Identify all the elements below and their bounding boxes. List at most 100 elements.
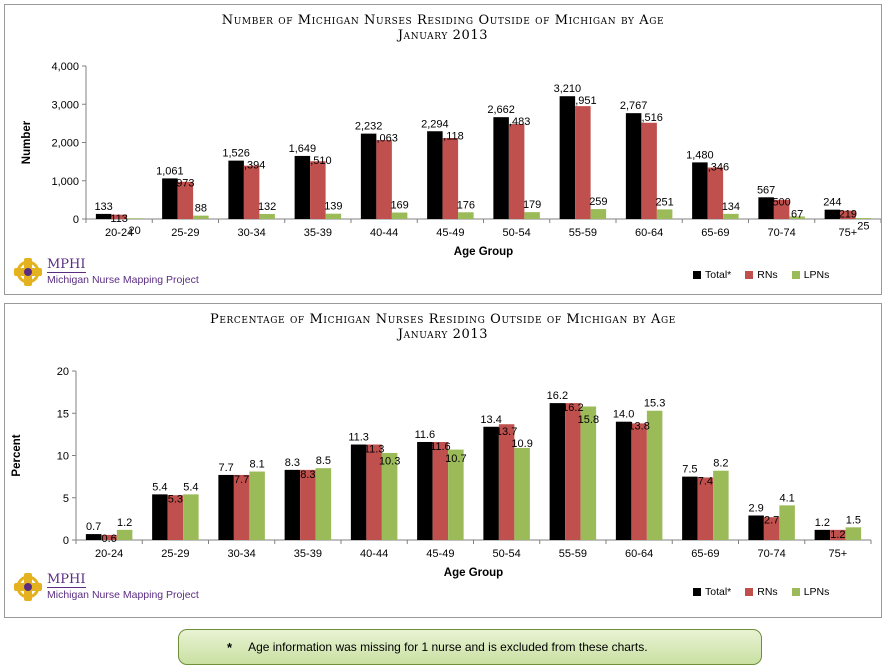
- y-tick-label: 2,000: [51, 138, 79, 150]
- x-axis-title: Age Group: [454, 246, 513, 258]
- bar-lpns-60-64: [656, 209, 673, 219]
- legend-item-lpns: LPNs: [791, 269, 829, 281]
- data-label-lpns: 8.5: [316, 455, 331, 467]
- bar-total-40-44: [350, 444, 367, 540]
- bar-lpns-60-64: [646, 410, 663, 540]
- x-tick-label: 50-54: [503, 227, 531, 239]
- data-label-rns: 1.2: [830, 529, 845, 541]
- mphi-emblem-icon: [14, 573, 42, 601]
- y-axis-title: Number: [21, 120, 33, 164]
- data-label-total: 7.5: [682, 464, 697, 476]
- x-tick-label: 75+: [829, 548, 848, 560]
- bar-total-25-29: [162, 178, 178, 219]
- logo-subtitle: Michigan Nurse Mapping Project: [47, 589, 199, 601]
- chart-subtitle: January 2013: [397, 28, 489, 43]
- data-label-total: 13.4: [480, 414, 501, 426]
- data-label-rns: 500: [772, 196, 790, 208]
- legend-item-rns: RNs: [745, 586, 778, 598]
- bar-rns-25-29: [167, 495, 184, 540]
- bar-rns-70-74: [773, 199, 790, 219]
- bar-total-20-24: [85, 534, 102, 540]
- bar-rns-50-54: [508, 124, 525, 219]
- data-label-rns: 2,063: [370, 133, 398, 145]
- x-tick-label: 70-74: [758, 548, 786, 560]
- bar-total-75+: [824, 209, 841, 219]
- data-label-rns: 219: [839, 209, 857, 221]
- bar-rns-30-34: [233, 474, 250, 540]
- footnote-text: Age information was missing for 1 nurse …: [248, 640, 648, 654]
- data-label-lpns: 259: [589, 196, 607, 208]
- bar-total-75+: [814, 529, 831, 540]
- bar-rns-55-59: [565, 403, 581, 540]
- bar-total-50-54: [483, 426, 499, 540]
- bar-total-70-74: [758, 197, 774, 219]
- y-tick-label: 3,000: [51, 99, 79, 111]
- x-tick-label: 25-29: [171, 227, 199, 239]
- bar-rns-20-24: [111, 214, 127, 219]
- data-label-rns: 113: [110, 213, 128, 225]
- footnote-box: * Age information was missing for 1 nurs…: [178, 629, 762, 665]
- bar-lpns-55-59: [590, 209, 607, 219]
- bar-lpns-20-24: [116, 529, 133, 540]
- data-label-rns: 8.3: [300, 469, 315, 481]
- mphi-logo: MPHI Michigan Nurse Mapping Project: [13, 257, 213, 291]
- data-label-lpns: 179: [523, 199, 541, 211]
- x-tick-label: 35-39: [304, 227, 332, 239]
- data-label-rns: 11.6: [430, 441, 451, 453]
- data-label-rns: 2,483: [503, 116, 531, 128]
- data-label-total: 2,767: [620, 100, 648, 112]
- bar-rns-40-44: [376, 140, 392, 219]
- bar-lpns-75+: [845, 527, 862, 540]
- bar-total-45-49: [427, 131, 443, 219]
- bar-lpns-25-29: [183, 494, 199, 540]
- data-label-total: 0.7: [86, 521, 101, 533]
- data-label-total: 1,061: [156, 165, 184, 177]
- data-label-total: 11.3: [348, 432, 369, 444]
- bar-chart-percent: 051015200.70.61.220-245.45.35.425-297.77…: [11, 366, 872, 579]
- data-label-lpns: 1.5: [846, 514, 861, 526]
- bar-rns-55-59: [575, 106, 591, 219]
- data-label-lpns: 15.8: [578, 414, 599, 426]
- chart-title: Percentage of Michigan Nurses Residing O…: [210, 312, 676, 327]
- y-axis-title: Percent: [11, 434, 23, 476]
- data-label-lpns: 169: [390, 200, 408, 212]
- data-label-lpns: 15.3: [644, 398, 665, 410]
- x-tick-label: 65-69: [701, 227, 729, 239]
- bar-rns-60-64: [631, 423, 647, 540]
- data-label-lpns: 139: [324, 201, 342, 213]
- bar-total-25-29: [152, 494, 168, 540]
- data-label-rns: 1,510: [304, 155, 332, 167]
- x-tick-label: 40-44: [370, 227, 398, 239]
- x-tick-label: 70-74: [768, 227, 796, 239]
- bar-rns-70-74: [763, 517, 780, 540]
- y-tick-label: 1,000: [51, 176, 79, 188]
- x-tick-label: 60-64: [635, 227, 663, 239]
- data-label-total: 3,210: [554, 83, 582, 95]
- bar-total-65-69: [682, 476, 698, 540]
- logo-word: MPHI: [47, 257, 86, 273]
- data-label-total: 8.3: [285, 457, 300, 469]
- mphi-logo: MPHI Michigan Nurse Mapping Project: [13, 572, 213, 606]
- bar-lpns-40-44: [391, 212, 408, 219]
- bar-lpns-65-69: [713, 470, 729, 540]
- data-label-lpns: 8.1: [249, 459, 264, 471]
- data-label-lpns: 5.4: [183, 481, 198, 493]
- x-tick-label: 20-24: [105, 227, 133, 239]
- bar-rns-30-34: [243, 165, 260, 219]
- bar-lpns-55-59: [580, 406, 597, 540]
- y-tick-label: 20: [57, 366, 69, 378]
- data-label-total: 14.0: [613, 409, 634, 421]
- chart-subtitle: January 2013: [397, 327, 489, 342]
- legend: Total* RNs LPNs: [693, 586, 829, 598]
- mphi-emblem-icon: [14, 258, 42, 286]
- bar-rns-75+: [840, 210, 856, 219]
- bar-rns-20-24: [101, 534, 117, 540]
- data-label-total: 1,649: [289, 143, 317, 155]
- bar-total-45-49: [417, 441, 433, 540]
- data-label-rns: 5.3: [168, 493, 183, 505]
- bar-rns-60-64: [641, 122, 657, 219]
- x-tick-label: 65-69: [691, 548, 719, 560]
- bar-total-30-34: [218, 474, 234, 540]
- y-tick-label: 0: [73, 214, 79, 226]
- data-label-total: 7.7: [218, 462, 233, 474]
